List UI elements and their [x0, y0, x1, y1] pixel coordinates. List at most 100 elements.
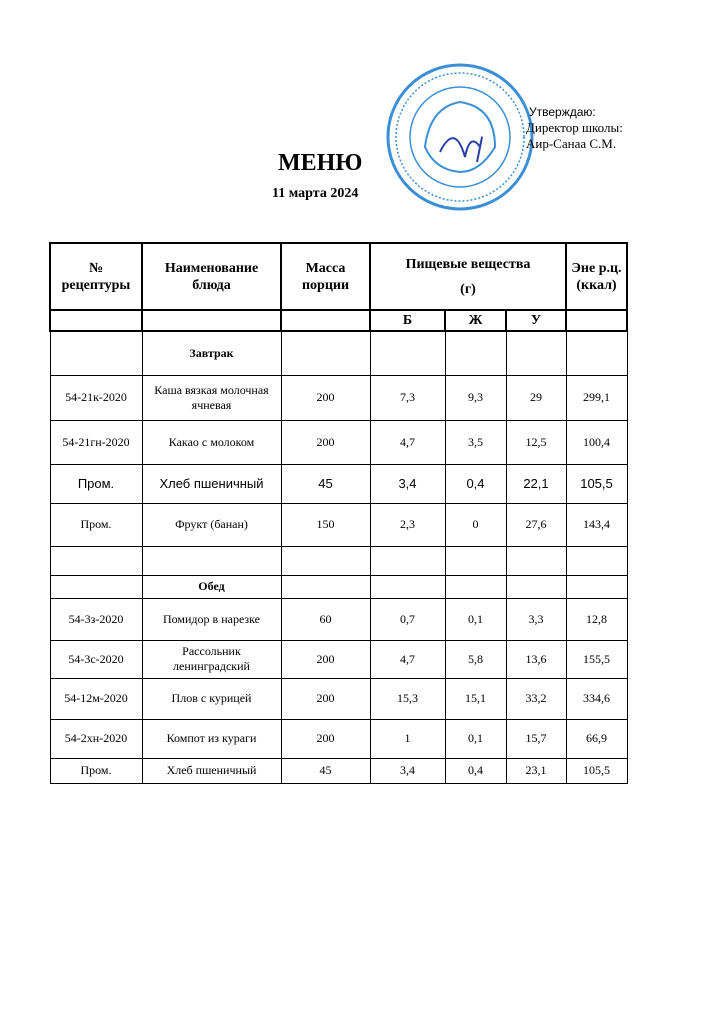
cell-mass: 150: [280, 502, 371, 547]
cell-zh: 3,5: [444, 419, 507, 465]
table-row: 54-12м-2020 Плов с курицей 200 15,3 15,1 33,2…: [49, 677, 628, 720]
cell-zh: 15,1: [444, 677, 507, 720]
cell-name: Фрукт (банан): [141, 502, 282, 547]
empty-row: [49, 545, 628, 576]
cell-kcal: 12,8: [565, 597, 628, 641]
table-row: 54-3з-2020 Помидор в нарезке 60 0,7 0,1 3,3 12…: [49, 597, 628, 641]
cell-recipe: Пром.: [49, 463, 143, 504]
cell-recipe: 54-2хн-2020: [49, 718, 143, 759]
cell-name: Рассольник ленинградский: [141, 639, 282, 679]
cell-b: 3,4: [369, 757, 446, 784]
cell-mass: 200: [280, 718, 371, 759]
cell-u: [505, 330, 567, 376]
cell-name: Каша вязкая молочная ячневая: [141, 374, 282, 421]
approval-signer: Аир-Санаа С.М.: [526, 136, 617, 151]
cell-kcal: 299,1: [565, 374, 628, 421]
header-nutrients-unit: (г): [460, 281, 476, 297]
subheader-empty: [565, 309, 628, 332]
cell-b: [369, 574, 446, 599]
cell-recipe: 54-3с-2020: [49, 639, 143, 679]
table-row: Пром. Хлеб пшеничный 45 3,4 0,4 22,1 105,5: [49, 463, 628, 504]
cell-b: 4,7: [369, 639, 446, 679]
approval-label: Утверждаю:: [529, 105, 596, 119]
header-mass: Масса порции: [280, 242, 371, 311]
page-title: МЕНЮ: [278, 150, 363, 176]
cell-u: [505, 545, 567, 576]
cell-kcal: 105,5: [565, 757, 628, 784]
subheader-empty: [49, 309, 143, 332]
cell-b: 15,3: [369, 677, 446, 720]
cell-name: Помидор в нарезке: [141, 597, 282, 641]
cell-recipe: 54-3з-2020: [49, 597, 143, 641]
school-stamp: [386, 63, 534, 211]
header-nutrients-label: Пищевые вещества: [405, 256, 531, 272]
approval-position: Директор школы:: [526, 120, 623, 135]
cell-name: Плов с курицей: [141, 677, 282, 720]
cell-kcal: [565, 574, 628, 599]
header-row: № рецептуры Наименование блюда Масса пор…: [49, 242, 628, 311]
cell-u: 27,6: [505, 502, 567, 547]
cell-name: Какао с молоком: [141, 419, 282, 465]
cell-b: [369, 545, 446, 576]
cell-recipe: Пром.: [49, 502, 143, 547]
section-row: Завтрак: [49, 330, 628, 376]
cell-zh: 9,3: [444, 374, 507, 421]
cell-recipe: 54-21гн-2020: [49, 419, 143, 465]
section-row: Обед: [49, 574, 628, 599]
cell-mass: 200: [280, 677, 371, 720]
cell-u: 22,1: [505, 463, 567, 504]
cell-kcal: 155,5: [565, 639, 628, 679]
cell-kcal: [565, 545, 628, 576]
cell-recipe: [49, 330, 143, 376]
subheader-row: Б Ж У: [49, 309, 628, 332]
table-row: Пром. Хлеб пшеничный 45 3,4 0,4 23,1 105,5: [49, 757, 628, 784]
subheader-protein: Б: [369, 309, 446, 332]
cell-kcal: 143,4: [565, 502, 628, 547]
cell-recipe: Пром.: [49, 757, 143, 784]
subheader-empty: [280, 309, 371, 332]
subheader-fat: Ж: [444, 309, 507, 332]
subheader-empty: [141, 309, 282, 332]
cell-u: 23,1: [505, 757, 567, 784]
cell-b: [369, 330, 446, 376]
cell-b: 3,4: [369, 463, 446, 504]
menu-date: 11 марта 2024: [272, 186, 359, 201]
cell-recipe: 54-21к-2020: [49, 374, 143, 421]
cell-mass: 200: [280, 639, 371, 679]
menu-table: № рецептуры Наименование блюда Масса пор…: [49, 242, 628, 784]
cell-u: 33,2: [505, 677, 567, 720]
cell-u: 15,7: [505, 718, 567, 759]
cell-u: 13,6: [505, 639, 567, 679]
cell-name: Хлеб пшеничный: [141, 757, 282, 784]
cell-zh: [444, 545, 507, 576]
section-title: Завтрак: [141, 330, 282, 376]
cell-mass: 60: [280, 597, 371, 641]
cell-mass: [280, 574, 371, 599]
header-nutrients: Пищевые вещества (г): [369, 242, 567, 311]
subheader-carbs: У: [505, 309, 567, 332]
cell-u: 3,3: [505, 597, 567, 641]
cell-recipe: 54-12м-2020: [49, 677, 143, 720]
cell-kcal: [565, 330, 628, 376]
cell-name: Хлеб пшеничный: [141, 463, 282, 504]
cell-kcal: 105,5: [565, 463, 628, 504]
table-row: 54-21к-2020 Каша вязкая молочная ячневая 2…: [49, 374, 628, 421]
table-row: 54-3с-2020 Рассольник ленинградский 200 4,7…: [49, 639, 628, 679]
cell-zh: 0,4: [444, 757, 507, 784]
cell-zh: [444, 330, 507, 376]
cell-zh: 0,1: [444, 718, 507, 759]
cell-b: 1: [369, 718, 446, 759]
cell-zh: 0,1: [444, 597, 507, 641]
table-row: 54-2хн-2020 Компот из кураги 200 1 0,1 15,7 66…: [49, 718, 628, 759]
cell-b: 0,7: [369, 597, 446, 641]
cell-name: [141, 545, 282, 576]
header-recipe: № рецептуры: [49, 242, 143, 311]
cell-mass: [280, 330, 371, 376]
section-title: Обед: [141, 574, 282, 599]
cell-mass: 200: [280, 419, 371, 465]
cell-kcal: 334,6: [565, 677, 628, 720]
table-row: 54-21гн-2020 Какао с молоком 200 4,7 3,5 12,5…: [49, 419, 628, 465]
cell-mass: 45: [280, 463, 371, 504]
cell-b: 4,7: [369, 419, 446, 465]
cell-b: 2,3: [369, 502, 446, 547]
